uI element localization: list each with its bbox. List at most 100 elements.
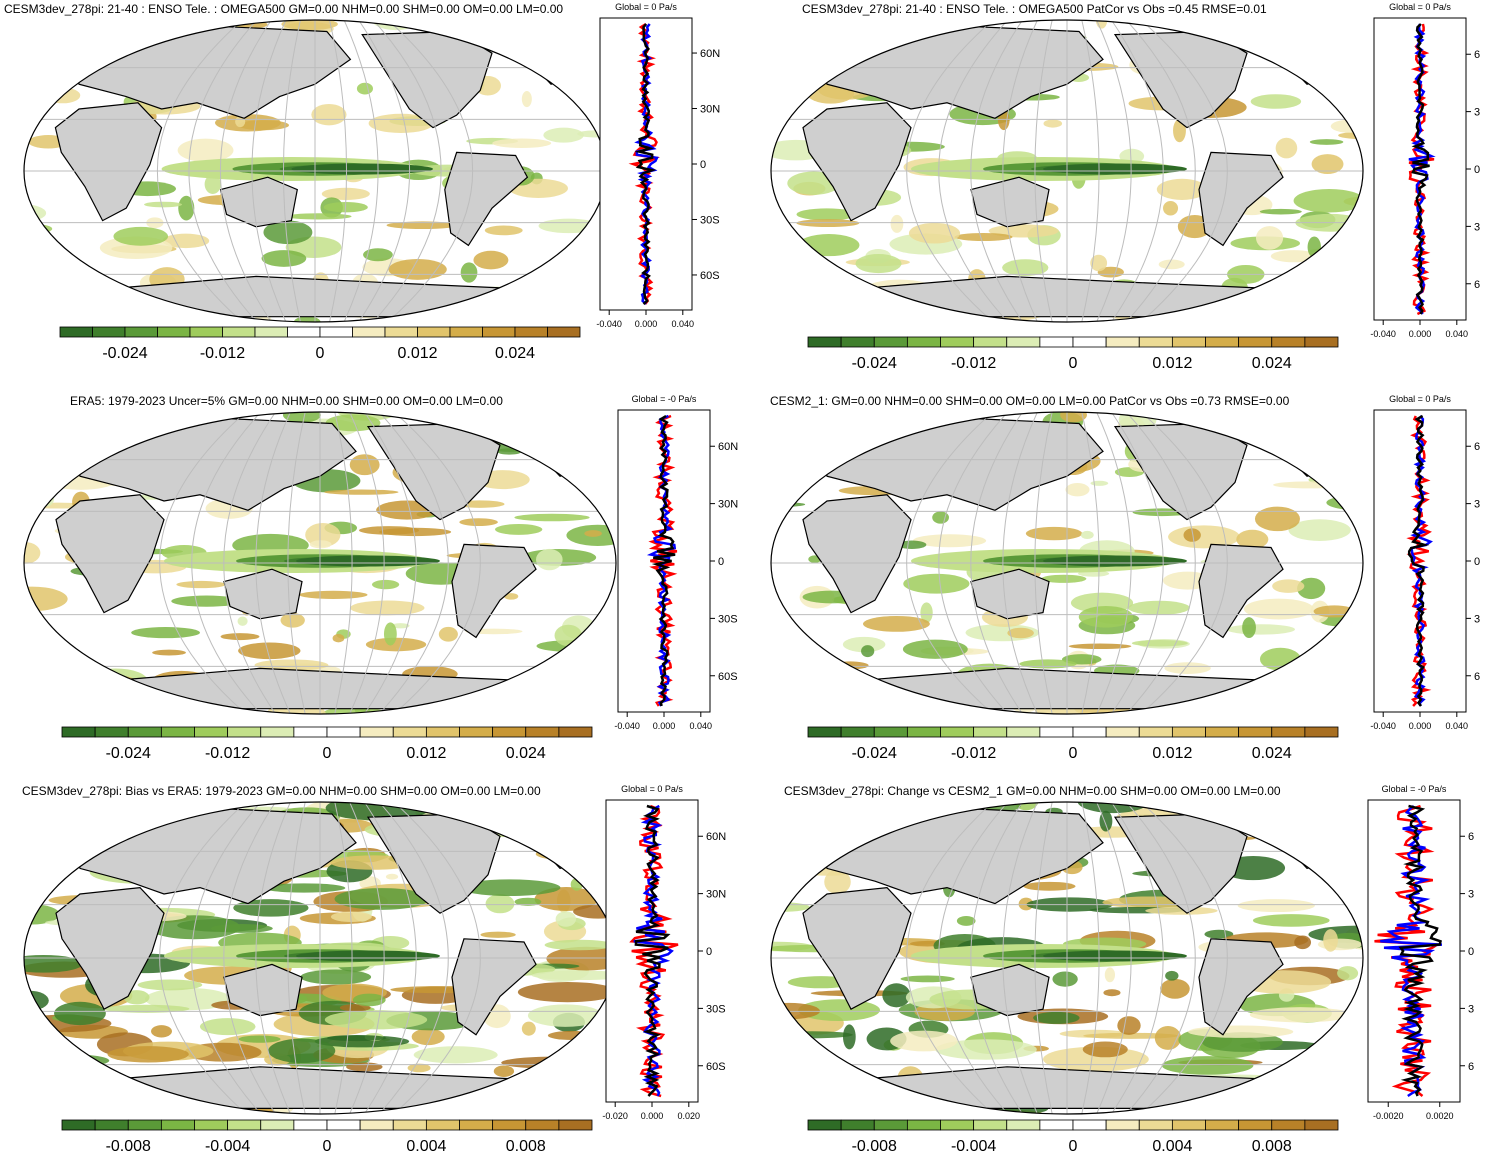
anomaly-blob (771, 1040, 826, 1064)
anomaly-blob (1237, 899, 1315, 913)
anomaly-blob (512, 676, 563, 683)
anomaly-blob (88, 675, 137, 689)
zonal-mean-4: Global = 0 Pa/s 6 3 0 3 6 -0.040 0.000 0.040 (1370, 394, 1480, 731)
anomaly-blob (1297, 577, 1326, 600)
map-5 (23, 801, 617, 1115)
longitude-line (157, 20, 243, 322)
anomaly-blob (1023, 881, 1076, 891)
colorbar-segment (906, 1119, 941, 1131)
anomaly-blob (882, 983, 911, 1008)
zonal-line-black (634, 23, 657, 305)
anomaly-blob (368, 113, 434, 134)
anomaly-blob (459, 879, 561, 896)
longitude-line (159, 412, 247, 714)
colorbar-segment (459, 1119, 494, 1131)
lat-label: 60N (700, 48, 720, 60)
anomaly-blob (521, 1073, 600, 1092)
colorbar-label: 0.024 (1252, 745, 1292, 762)
colorbar-segment (1304, 1119, 1339, 1131)
zonal-title: Global = 0 Pa/s (1389, 2, 1451, 12)
anomaly-blob (105, 301, 155, 319)
map-2 (770, 19, 1364, 323)
colorbar-segment (840, 726, 875, 738)
lat-label: 30N (706, 889, 726, 901)
anomaly-blob (828, 412, 842, 430)
land-mass (802, 886, 912, 1011)
anomaly-blob (1068, 643, 1132, 650)
zonal-mean-3: Global = -0 Pa/s 60N 30N 0 30S 60S -0.040 0.000… (614, 394, 738, 731)
anomaly-blob (1263, 1089, 1286, 1106)
anomaly-blob (24, 224, 53, 234)
anomaly-blob (263, 220, 313, 245)
anomaly-blob (1025, 526, 1083, 541)
colorbar-segment (558, 726, 593, 738)
colorbar-label: -0.008 (106, 1138, 151, 1155)
anomaly-blob (834, 815, 889, 834)
anomaly-blob (1292, 412, 1363, 421)
anomaly-blob (1226, 624, 1295, 635)
anomaly-blob (54, 1001, 106, 1026)
anomaly-blob (526, 708, 538, 714)
anomaly-blob (311, 103, 347, 126)
colorbar-segment (459, 726, 494, 738)
x-tick-label: 0.040 (690, 721, 713, 731)
colorbar-segment (1304, 726, 1339, 738)
anomaly-blob (862, 615, 930, 632)
colorbar-label: 0.024 (1252, 355, 1292, 372)
anomaly-blob (485, 894, 515, 914)
longitude-line (938, 802, 1009, 1114)
colorbar-label: -0.008 (852, 1138, 897, 1155)
zonal-mean-6: Global = -0 Pa/s 6 3 0 3 6 -0.0020 0.0020 (1367, 784, 1474, 1121)
zonal-mean-5: Global = 0 Pa/s 60N 30N 0 30S 60S -0.020 0.000 0… (602, 784, 726, 1121)
colorbar-label: 0.012 (1152, 745, 1192, 762)
colorbar-label: 0 (1069, 745, 1078, 762)
anomaly-blob (69, 674, 87, 696)
colorbar-label: -0.024 (102, 345, 147, 362)
anomaly-blob (31, 861, 57, 873)
colorbar-segment (940, 1119, 975, 1131)
anomaly-blob (786, 696, 860, 714)
anomaly-blob (133, 819, 144, 835)
anomaly-blob (806, 431, 834, 451)
colorbar-segment (425, 726, 460, 738)
colorbar-segment (1271, 336, 1306, 348)
colorbar-segment (194, 726, 229, 738)
anomaly-blob (330, 911, 372, 923)
anomaly-blob (771, 66, 775, 81)
x-tick-label: -0.0020 (1373, 1111, 1404, 1121)
anomaly-blob (379, 527, 452, 537)
anomaly-blob (522, 302, 592, 321)
anomaly-blob (309, 540, 332, 549)
anomaly-blob (504, 593, 519, 600)
anomaly-blob (520, 21, 538, 37)
anomaly-blob (177, 138, 234, 162)
longitude-line (188, 20, 258, 322)
colorbar-6: -0.008 -0.004 0 0.004 0.008 (807, 1119, 1339, 1155)
anomaly-blob (339, 1004, 371, 1012)
zonal-line-black (651, 414, 676, 707)
colorbar-segment (840, 1119, 875, 1131)
anomaly-blob (861, 645, 875, 658)
anomaly-blob (1272, 579, 1305, 593)
anomaly-blob (1183, 528, 1201, 542)
anomaly-blob (238, 1035, 281, 1043)
anomaly-blob (271, 412, 285, 413)
anomaly-blob (332, 633, 345, 643)
colorbar-segment (973, 336, 1008, 348)
colorbar-label: 0.024 (495, 345, 535, 362)
anomaly-blob (912, 534, 987, 548)
anomaly-blob (536, 640, 612, 653)
colorbar-label: 0.004 (406, 1138, 446, 1155)
anomaly-blob (24, 50, 93, 57)
anomaly-blob (1282, 1092, 1361, 1114)
panel-title: CESM3dev_278pi: Bias vs ERA5: 1979-2023 … (22, 784, 541, 798)
anomaly-blob (285, 213, 352, 220)
longitude-line (1081, 802, 1100, 1114)
colorbar-label: 0 (1069, 1138, 1078, 1155)
longitude-line (1081, 20, 1100, 322)
anomaly-blob (842, 636, 886, 653)
anomaly-blob (1259, 208, 1302, 215)
anomaly-blob (801, 273, 858, 288)
anomaly-blob (280, 612, 305, 628)
colorbar-segment (1171, 726, 1206, 738)
